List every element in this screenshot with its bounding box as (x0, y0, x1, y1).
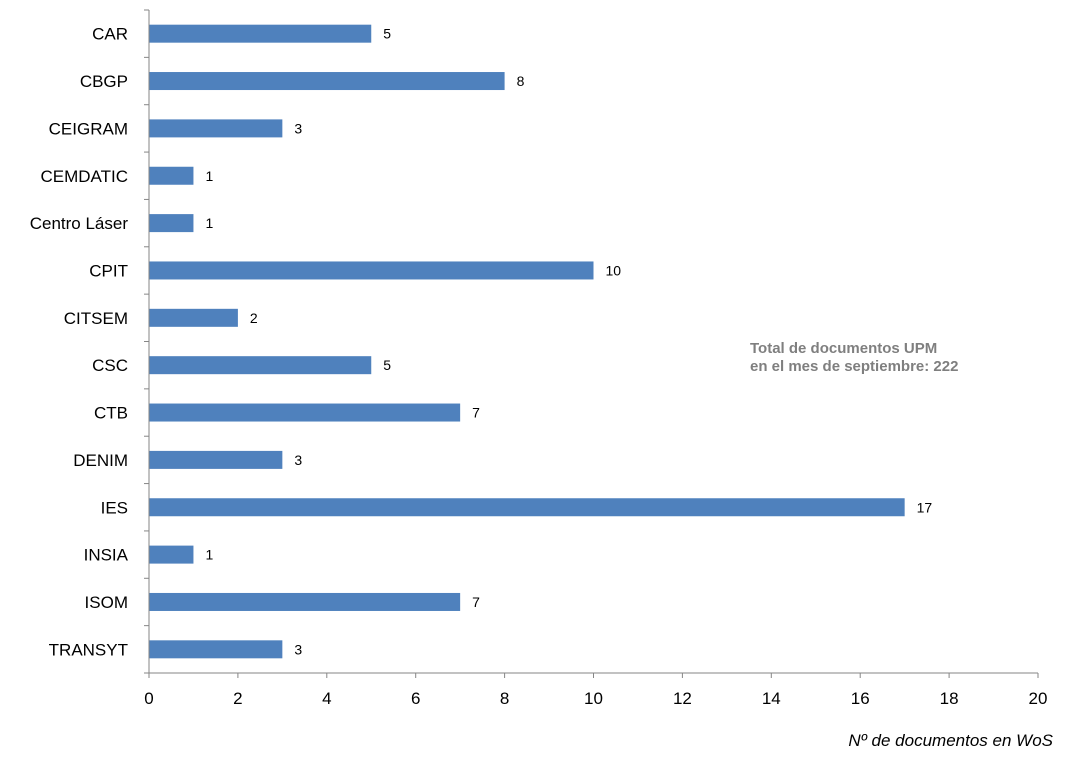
data-label: 3 (294, 452, 302, 468)
category-label: DENIM (73, 451, 128, 470)
category-label: CAR (92, 25, 128, 44)
data-label: 3 (294, 641, 302, 657)
bar (149, 72, 505, 91)
bar (149, 166, 194, 185)
x-tick-label: 0 (144, 689, 153, 708)
category-label: CITSEM (64, 309, 128, 328)
bar (149, 119, 283, 138)
category-label: CEIGRAM (49, 119, 128, 138)
category-label: IES (101, 498, 128, 517)
data-label: 1 (205, 168, 213, 184)
x-tick-label: 8 (500, 689, 509, 708)
data-label: 1 (205, 215, 213, 231)
category-label: Centro Láser (30, 214, 129, 233)
data-label: 17 (917, 499, 933, 515)
bar (149, 545, 194, 564)
x-tick-label: 12 (673, 689, 692, 708)
x-tick-label: 18 (940, 689, 959, 708)
bar (149, 308, 238, 327)
data-label: 8 (517, 73, 525, 89)
x-tick-label: 14 (762, 689, 781, 708)
data-label: 2 (250, 310, 258, 326)
category-label: ISOM (85, 593, 128, 612)
x-tick-label: 2 (233, 689, 242, 708)
bar (149, 450, 283, 469)
bar (149, 498, 905, 517)
annotation-line-2: en el mes de septiembre: 222 (750, 358, 959, 375)
category-label: CBGP (80, 72, 128, 91)
category-label: CEMDATIC (40, 167, 128, 186)
data-label: 5 (383, 26, 391, 42)
x-tick-label: 16 (851, 689, 870, 708)
x-tick-label: 6 (411, 689, 420, 708)
x-tick-label: 10 (584, 689, 603, 708)
data-label: 1 (205, 547, 213, 563)
category-label: INSIA (84, 546, 129, 565)
chart-annotation: Total de documentos UPM en el mes de sep… (750, 340, 1050, 376)
bar (149, 261, 594, 280)
category-label: CPIT (89, 261, 128, 280)
category-label: TRANSYT (49, 640, 128, 659)
bar (149, 356, 372, 375)
x-axis-title: Nº de documentos en WoS (848, 731, 1053, 750)
bar (149, 24, 372, 43)
data-label: 10 (606, 262, 622, 278)
annotation-line-1: Total de documentos UPM (750, 340, 938, 357)
bar (149, 640, 283, 659)
data-label: 5 (383, 357, 391, 373)
data-label: 7 (472, 405, 480, 421)
category-label: CTB (94, 404, 128, 423)
category-label: CSC (92, 356, 128, 375)
data-label: 7 (472, 594, 480, 610)
bar (149, 592, 461, 611)
x-tick-label: 4 (322, 689, 331, 708)
bar (149, 403, 461, 422)
bar (149, 214, 194, 233)
x-tick-label: 20 (1029, 689, 1048, 708)
data-label: 3 (294, 120, 302, 136)
